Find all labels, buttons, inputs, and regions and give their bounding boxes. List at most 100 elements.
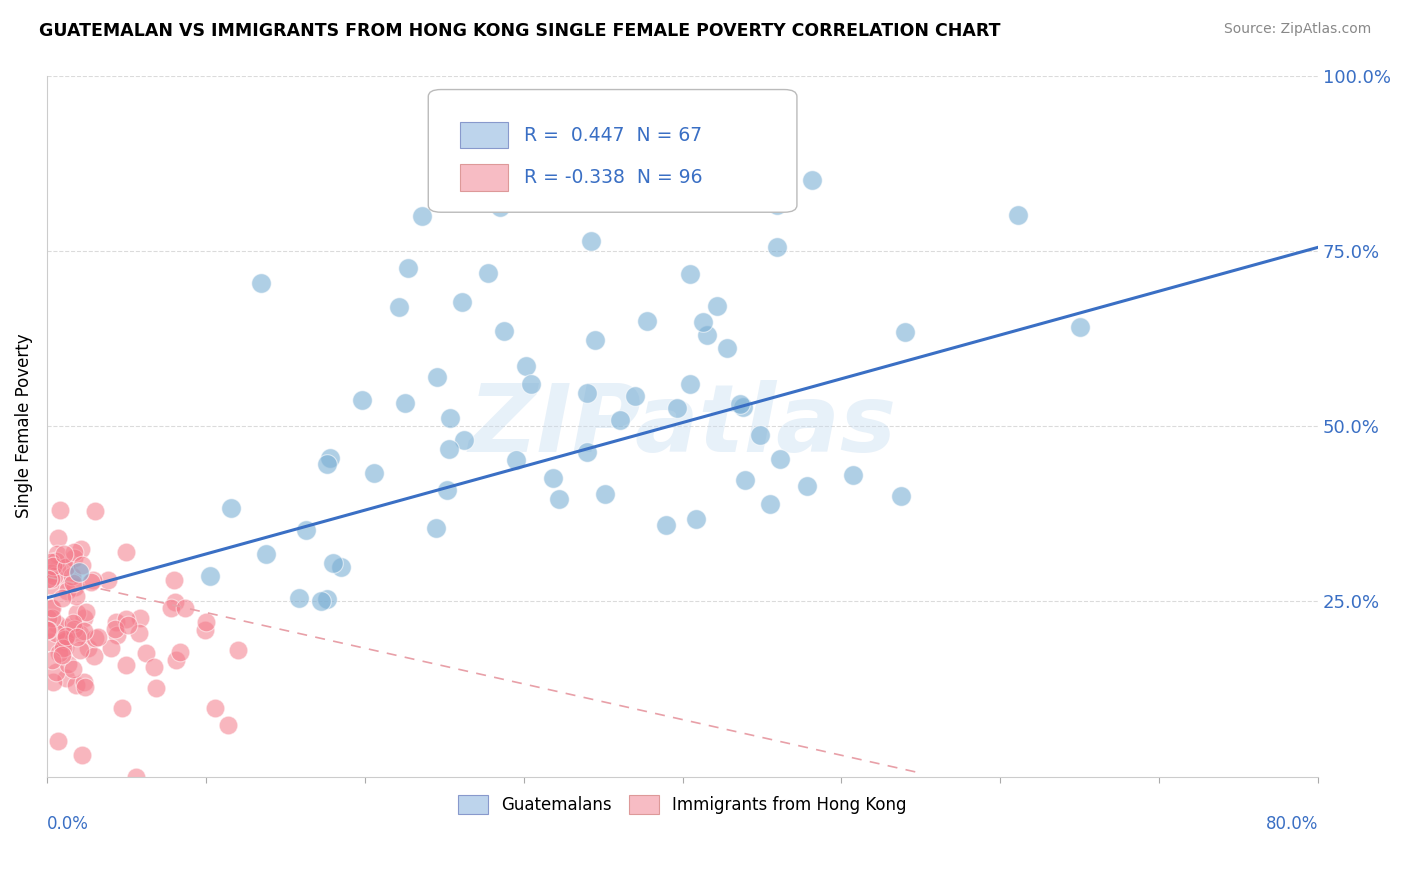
Point <box>52 632 75 647</box>
Point <box>51 591 73 606</box>
Point <box>114 612 136 626</box>
Point <box>894 325 917 339</box>
Text: GUATEMALAN VS IMMIGRANTS FROM HONG KONG SINGLE FEMALE POVERTY CORRELATION CHART: GUATEMALAN VS IMMIGRANTS FROM HONG KONG … <box>39 22 1001 40</box>
Point <box>311 594 333 608</box>
Point <box>55 672 77 686</box>
Point <box>52 640 75 655</box>
Point <box>125 770 148 784</box>
Point <box>115 545 138 559</box>
Point <box>56 657 79 671</box>
Point <box>219 500 242 515</box>
Point <box>73 611 96 625</box>
Point <box>322 556 344 570</box>
Point <box>53 640 76 654</box>
Point <box>143 660 166 674</box>
Point <box>80 575 103 590</box>
Point <box>547 491 569 506</box>
Point <box>411 209 433 223</box>
Point <box>100 640 122 655</box>
Point <box>53 547 76 561</box>
Point <box>769 452 792 467</box>
Y-axis label: Single Female Poverty: Single Female Poverty <box>15 334 32 518</box>
Point <box>73 624 96 639</box>
Point <box>318 451 340 466</box>
Point <box>439 410 461 425</box>
Point <box>1069 319 1091 334</box>
Point <box>41 653 63 667</box>
Point <box>77 640 100 655</box>
Text: R = -0.338  N = 96: R = -0.338 N = 96 <box>523 168 702 186</box>
Point <box>46 547 69 561</box>
Point <box>82 573 104 587</box>
Point <box>72 675 94 690</box>
Point <box>665 401 688 415</box>
Point <box>39 566 62 580</box>
Point <box>716 341 738 355</box>
Point <box>62 615 84 630</box>
Point <box>250 276 273 290</box>
Point <box>60 569 83 583</box>
Point <box>204 700 226 714</box>
Point <box>623 389 645 403</box>
Point <box>679 267 702 281</box>
Point <box>56 620 79 634</box>
Point <box>75 605 97 619</box>
Point <box>48 503 70 517</box>
Legend: Guatemalans, Immigrants from Hong Kong: Guatemalans, Immigrants from Hong Kong <box>451 789 914 821</box>
Text: 0.0%: 0.0% <box>46 815 89 833</box>
Point <box>41 611 63 625</box>
Point <box>66 630 89 644</box>
Point <box>451 294 474 309</box>
Text: Source: ZipAtlas.com: Source: ZipAtlas.com <box>1223 22 1371 37</box>
Point <box>104 622 127 636</box>
Text: 80.0%: 80.0% <box>1265 815 1319 833</box>
Point <box>350 393 373 408</box>
Point <box>37 624 59 638</box>
Point <box>115 658 138 673</box>
Point <box>696 327 718 342</box>
Point <box>37 611 59 625</box>
FancyBboxPatch shape <box>429 89 797 212</box>
Point <box>42 559 65 574</box>
Point <box>200 569 222 583</box>
Point <box>520 376 543 391</box>
Point <box>315 458 337 472</box>
Point <box>174 601 197 615</box>
Point <box>165 653 187 667</box>
Point <box>728 397 751 411</box>
Point <box>62 623 84 637</box>
Point <box>83 649 105 664</box>
Point <box>63 550 86 565</box>
Point <box>489 200 512 214</box>
Point <box>70 747 93 762</box>
Point <box>111 700 134 714</box>
Point <box>579 234 602 248</box>
Text: R =  0.447  N = 67: R = 0.447 N = 67 <box>523 126 702 145</box>
Point <box>41 568 63 582</box>
Point <box>97 574 120 588</box>
Point <box>619 160 641 174</box>
Point <box>45 665 67 679</box>
Point <box>69 627 91 641</box>
Point <box>55 576 77 591</box>
Point <box>169 645 191 659</box>
Point <box>734 473 756 487</box>
Point <box>330 559 353 574</box>
Point <box>62 545 84 559</box>
Point <box>194 615 217 630</box>
Point <box>396 260 419 275</box>
Point <box>63 581 86 595</box>
Point <box>129 611 152 625</box>
Point <box>217 717 239 731</box>
Point <box>41 601 63 615</box>
Point <box>65 589 87 603</box>
Point <box>39 555 62 569</box>
Point <box>655 518 678 533</box>
Point <box>515 359 537 374</box>
Point <box>160 601 183 615</box>
Point <box>363 466 385 480</box>
Point <box>316 592 339 607</box>
Point <box>576 386 599 401</box>
Point <box>45 554 67 568</box>
Text: ZIPatlas: ZIPatlas <box>468 380 897 472</box>
